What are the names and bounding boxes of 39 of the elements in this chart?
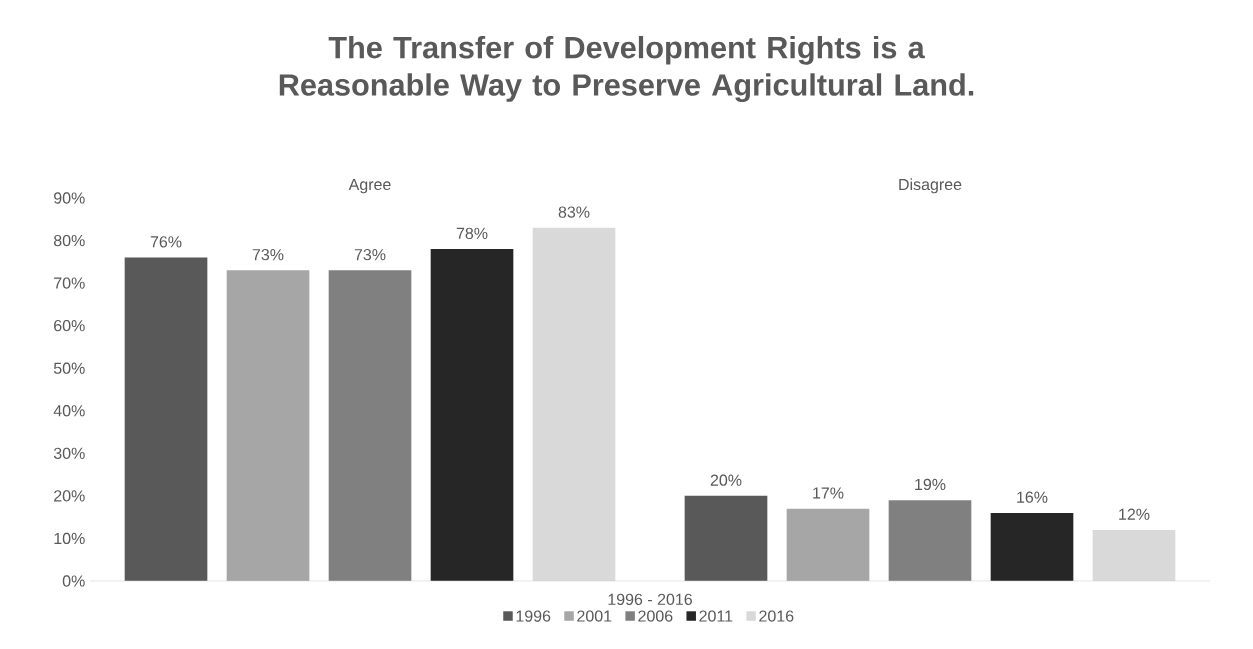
y-tick-label: 10% [54,532,85,545]
bar [1092,529,1176,581]
y-tick-label: 70% [54,277,85,289]
y-tick-label: 0% [62,575,85,587]
data-label: 19% [915,478,946,491]
data-label: 16% [1017,491,1048,503]
bar [684,495,768,581]
data-label: 78% [456,227,488,239]
bar [430,249,514,581]
legend-label: 1996 [516,610,551,622]
y-tick-label: 80% [53,234,85,247]
data-label: 73% [354,248,386,261]
data-label: 20% [710,474,742,486]
data-label: 76% [150,236,182,248]
legend-label: 2001 [577,610,612,622]
data-label: 12% [1119,508,1150,520]
y-tick-label: 60% [54,319,85,332]
y-tick-label: 30% [53,447,85,459]
data-label: 83% [558,206,590,218]
bar [124,257,208,581]
y-tick-label: 90% [54,192,85,204]
x-axis-title: 1996 - 2016 [608,593,692,606]
bar [990,512,1074,581]
bar [888,500,972,581]
x-tick-label: Agree [348,178,391,194]
y-tick-label: 20% [54,490,85,502]
legend-label: 2011 [699,610,733,622]
bar [328,270,412,581]
data-label: 73% [252,248,284,261]
bar [226,270,310,581]
x-tick-label: Disagree [899,178,962,194]
data-label: 17% [813,487,844,499]
bar [532,227,616,581]
chart-title: The Transfer of Development Rights is a Reasonable Way to Preserve Agricultural Land. [279,35,974,103]
bar [786,508,870,581]
legend-label: 2016 [759,610,794,622]
legend-label: 2006 [638,610,673,622]
y-tick-label: 40% [53,405,85,417]
y-tick-label: 50% [53,362,85,374]
